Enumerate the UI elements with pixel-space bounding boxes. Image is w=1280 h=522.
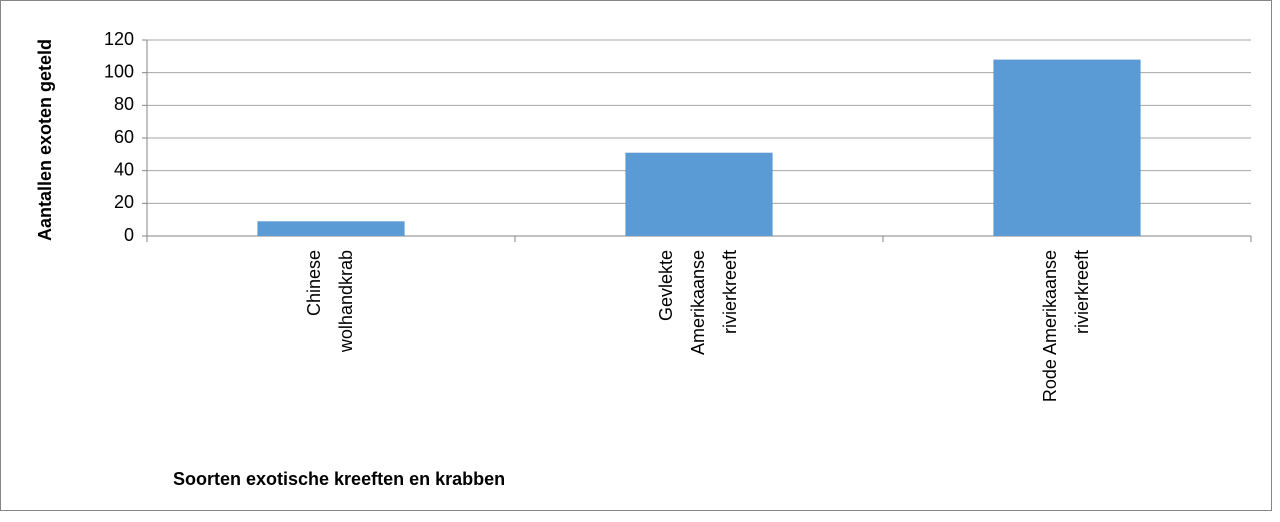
x-axis-title: Soorten exotische kreeften en krabben (173, 469, 505, 489)
y-tick-label: 20 (114, 192, 134, 212)
y-tick-label: 40 (114, 159, 134, 179)
y-tick-label: 120 (104, 29, 134, 49)
y-axis-title: Aantallen exoten geteld (35, 39, 55, 241)
y-tick-label: 0 (124, 225, 134, 245)
bar (257, 221, 405, 236)
y-tick-label: 60 (114, 127, 134, 147)
x-tick-label: Chinese (304, 250, 324, 316)
x-tick-label: Gevlekte (656, 250, 676, 321)
bar (993, 59, 1141, 236)
x-tick-label: Amerikaanse (688, 250, 708, 355)
x-tick-label: rivierkreeft (720, 250, 740, 334)
y-tick-label: 80 (114, 94, 134, 114)
x-tick-label: wolhandkrab (336, 250, 356, 353)
y-tick-label: 100 (104, 61, 134, 81)
x-tick-label: rivierkreeft (1072, 250, 1092, 334)
x-tick-label: Rode Amerikaanse (1040, 250, 1060, 402)
bar (625, 152, 773, 236)
